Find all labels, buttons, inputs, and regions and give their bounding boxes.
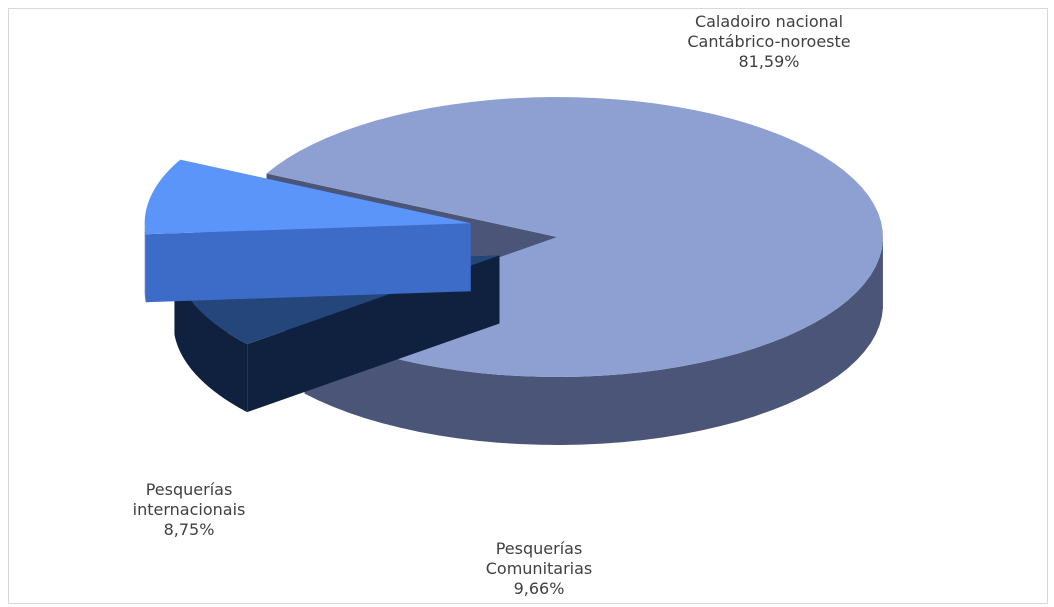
pie-chart: Caladoiro nacional Cantábrico-noroeste 81,…: [133, 12, 883, 598]
pie-slice-3: [144, 159, 471, 303]
slice-label-1: Caladoiro nacional Cantábrico-noroeste 81,…: [687, 12, 850, 71]
slice-label-3: Pesquerías internacionais 8,75%: [133, 480, 246, 539]
slice-label-2: Pesquerías Comunitarias 9,66%: [486, 539, 593, 598]
chart-area: Caladoiro nacional Cantábrico-noroeste 81,…: [8, 8, 1048, 604]
